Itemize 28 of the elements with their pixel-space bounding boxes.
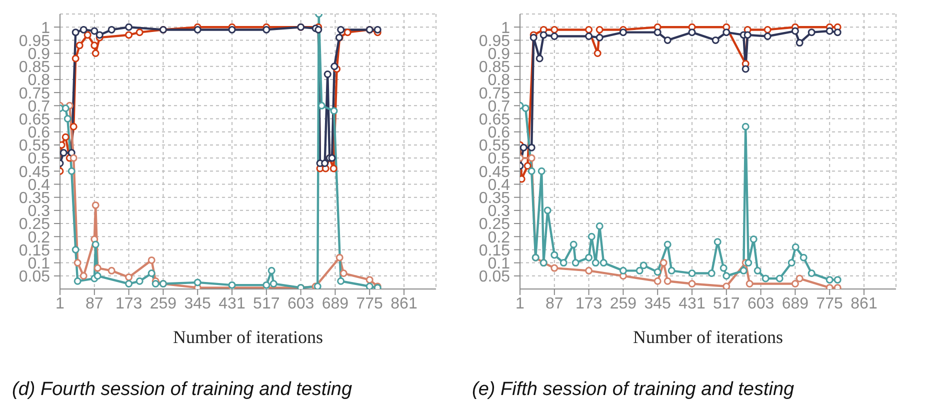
x-tick-label: 87 <box>86 295 104 312</box>
x-tick-label: 259 <box>610 295 637 312</box>
y-tick-label: 0.05 <box>18 268 50 286</box>
x-tick-label: 1 <box>56 295 65 312</box>
x-tick-label: 603 <box>287 295 314 312</box>
x-axis-title: Number of iterations <box>173 327 323 347</box>
x-tick-label: 861 <box>850 295 878 312</box>
x-tick-label: 259 <box>150 295 177 312</box>
x-tick-label: 517 <box>713 295 740 312</box>
x-tick-label: 689 <box>782 295 809 312</box>
x-tick-label: 431 <box>218 295 246 312</box>
x-tick-label: 173 <box>575 295 602 312</box>
x-tick-label: 517 <box>253 295 280 312</box>
x-tick-label: 1 <box>516 295 525 312</box>
text: (d) Fourth session of training and testing <box>11 379 354 401</box>
text: (e) Fifth session of training and testing <box>471 379 796 401</box>
x-axis-title: Number of iterations <box>633 327 783 347</box>
y-tick-label: 0.05 <box>478 268 510 286</box>
x-tick-label: 345 <box>184 295 212 312</box>
x-tick-label: 173 <box>115 295 142 312</box>
x-tick-label: 775 <box>356 295 384 312</box>
x-tick-label: 345 <box>644 295 672 312</box>
x-tick-label: 689 <box>322 295 349 312</box>
x-tick-label: 87 <box>546 295 564 312</box>
x-tick-label: 431 <box>678 295 706 312</box>
x-tick-label: 775 <box>816 295 844 312</box>
x-tick-label: 603 <box>747 295 774 312</box>
x-tick-label: 861 <box>390 295 418 312</box>
